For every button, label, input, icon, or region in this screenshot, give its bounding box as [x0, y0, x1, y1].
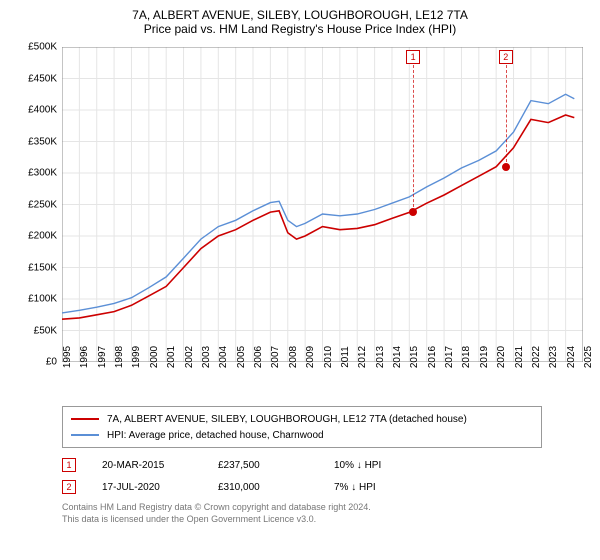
chart-title: 7A, ALBERT AVENUE, SILEBY, LOUGHBOROUGH,… — [12, 8, 588, 22]
x-tick-label: 2000 — [149, 346, 160, 368]
y-tick-label: £250K — [12, 199, 57, 210]
x-tick-label: 2024 — [566, 346, 577, 368]
marker-date: 17-JUL-2020 — [102, 482, 192, 493]
legend-label: HPI: Average price, detached house, Char… — [107, 430, 324, 441]
x-tick-label: 2016 — [427, 346, 438, 368]
y-tick-label: £100K — [12, 294, 57, 305]
markers-table: 1 20-MAR-2015 £237,500 10% ↓ HPI 2 17-JU… — [62, 454, 588, 498]
y-tick-label: £200K — [12, 231, 57, 242]
x-tick-label: 2007 — [270, 346, 281, 368]
marker-price: £310,000 — [218, 482, 308, 493]
x-tick-label: 2019 — [479, 346, 490, 368]
legend-label: 7A, ALBERT AVENUE, SILEBY, LOUGHBOROUGH,… — [107, 414, 467, 425]
legend: 7A, ALBERT AVENUE, SILEBY, LOUGHBOROUGH,… — [62, 406, 542, 448]
marker-num-box: 2 — [62, 480, 76, 494]
marker-box: 1 — [406, 50, 420, 64]
x-tick-label: 2012 — [357, 346, 368, 368]
marker-date: 20-MAR-2015 — [102, 460, 192, 471]
marker-num-box: 1 — [62, 458, 76, 472]
marker-dot — [409, 208, 417, 216]
y-tick-label: £400K — [12, 105, 57, 116]
chart-subtitle: Price paid vs. HM Land Registry's House … — [12, 22, 588, 36]
x-tick-label: 2017 — [444, 346, 455, 368]
x-tick-label: 1998 — [114, 346, 125, 368]
x-tick-label: 2018 — [461, 346, 472, 368]
x-tick-label: 2004 — [218, 346, 229, 368]
marker-line — [413, 65, 414, 212]
x-tick-label: 2013 — [375, 346, 386, 368]
y-tick-label: £150K — [12, 262, 57, 273]
x-tick-label: 2023 — [548, 346, 559, 368]
x-tick-label: 2025 — [583, 346, 594, 368]
legend-swatch — [71, 418, 99, 420]
x-tick-label: 2011 — [340, 346, 351, 368]
footer-line-1: Contains HM Land Registry data © Crown c… — [62, 502, 588, 514]
x-tick-label: 2014 — [392, 346, 403, 368]
marker-table-row: 1 20-MAR-2015 £237,500 10% ↓ HPI — [62, 454, 588, 476]
x-tick-label: 2006 — [253, 346, 264, 368]
x-tick-label: 2005 — [236, 346, 247, 368]
plot-region: 12 — [62, 47, 583, 362]
x-tick-label: 2010 — [323, 346, 334, 368]
marker-table-row: 2 17-JUL-2020 £310,000 7% ↓ HPI — [62, 476, 588, 498]
legend-swatch — [71, 434, 99, 436]
y-tick-label: £350K — [12, 136, 57, 147]
y-tick-label: £0 — [12, 357, 57, 368]
marker-price: £237,500 — [218, 460, 308, 471]
marker-delta: 10% ↓ HPI — [334, 460, 424, 471]
x-tick-label: 2001 — [166, 346, 177, 368]
marker-line — [506, 65, 507, 167]
x-tick-label: 2009 — [305, 346, 316, 368]
y-tick-label: £50K — [12, 325, 57, 336]
x-tick-label: 2020 — [496, 346, 507, 368]
marker-delta: 7% ↓ HPI — [334, 482, 424, 493]
footer-attribution: Contains HM Land Registry data © Crown c… — [62, 502, 588, 525]
marker-dot — [502, 163, 510, 171]
x-tick-label: 2008 — [288, 346, 299, 368]
legend-row: HPI: Average price, detached house, Char… — [71, 427, 533, 443]
x-tick-label: 2015 — [409, 346, 420, 368]
y-tick-label: £300K — [12, 168, 57, 179]
x-tick-label: 1999 — [131, 346, 142, 368]
x-tick-label: 2003 — [201, 346, 212, 368]
y-tick-label: £450K — [12, 73, 57, 84]
chart-area: £0 £50K £100K £150K £200K £250K £300K £350K £400… — [12, 42, 588, 402]
x-tick-label: 2021 — [514, 346, 525, 368]
x-tick-label: 2002 — [184, 346, 195, 368]
legend-row: 7A, ALBERT AVENUE, SILEBY, LOUGHBOROUGH,… — [71, 411, 533, 427]
chart-container: 7A, ALBERT AVENUE, SILEBY, LOUGHBOROUGH,… — [0, 0, 600, 560]
x-tick-label: 1996 — [79, 346, 90, 368]
y-tick-label: £500K — [12, 42, 57, 53]
x-tick-label: 1997 — [97, 346, 108, 368]
x-tick-label: 1995 — [62, 346, 73, 368]
x-tick-label: 2022 — [531, 346, 542, 368]
marker-box: 2 — [499, 50, 513, 64]
footer-line-2: This data is licensed under the Open Gov… — [62, 514, 588, 526]
